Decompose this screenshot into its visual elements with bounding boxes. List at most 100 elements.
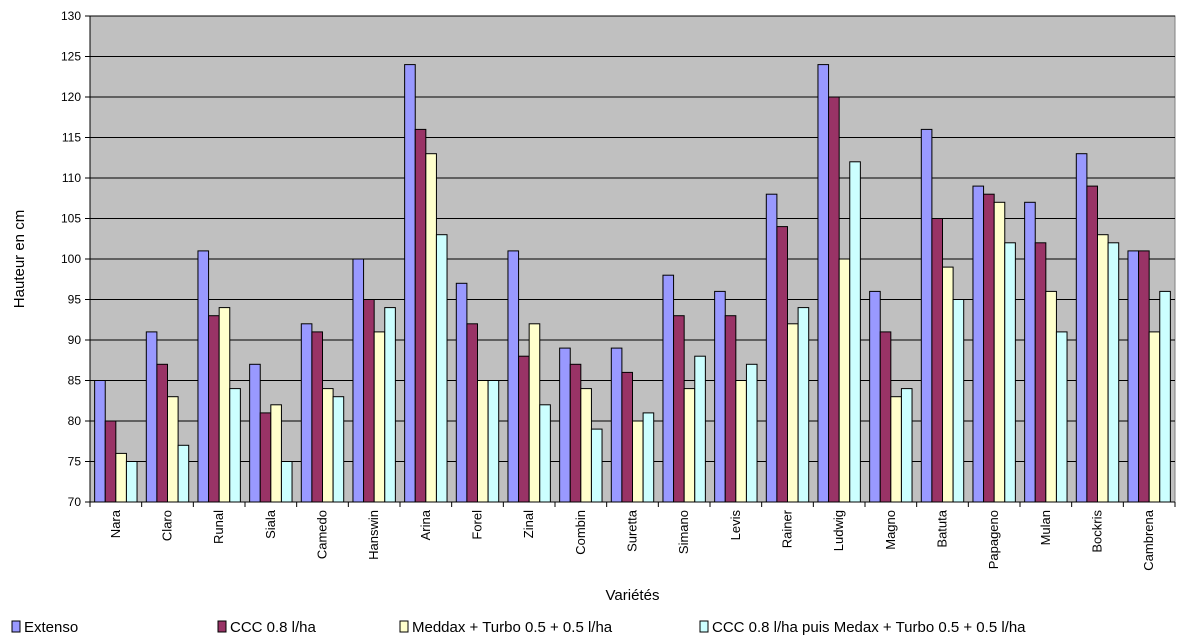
bar (259, 412, 272, 503)
y-tick-label: 85 (68, 374, 82, 388)
bar (662, 274, 675, 503)
bar (724, 315, 737, 503)
bar (270, 404, 282, 503)
bar (373, 331, 386, 503)
bar (528, 323, 541, 503)
bar (115, 452, 127, 503)
legend-swatch (699, 620, 709, 633)
bar (972, 185, 985, 503)
bar (218, 307, 231, 503)
bar (539, 404, 551, 503)
bar (404, 64, 416, 503)
bar (466, 323, 478, 503)
x-tick-label: Levis (728, 510, 743, 541)
bar (900, 388, 913, 503)
bar (879, 331, 892, 503)
bar (435, 234, 448, 503)
x-tick-label: Nara (108, 509, 123, 538)
bar (332, 396, 345, 503)
bar (920, 128, 933, 503)
bar (642, 412, 655, 503)
y-tick-label: 110 (62, 171, 81, 185)
bar (197, 250, 210, 503)
x-tick-label: Papageno (986, 510, 1001, 569)
bar (714, 290, 726, 503)
x-tick-label: Magno (883, 510, 898, 550)
x-tick-label: Hanswin (366, 510, 381, 560)
x-tick-label: Siala (263, 509, 278, 539)
legend-label: CCC 0.8 l/ha (230, 619, 317, 636)
bar (384, 307, 396, 503)
bar (590, 428, 603, 503)
y-tick-label: 90 (68, 333, 82, 347)
x-tick-label: Claro (160, 510, 175, 541)
bar (621, 371, 634, 503)
x-tick-label: Suretta (625, 509, 640, 552)
bar (1127, 250, 1140, 503)
bar (229, 388, 241, 503)
y-tick-label: 95 (68, 293, 82, 307)
bar (828, 96, 840, 503)
bar (249, 363, 261, 503)
bar (817, 64, 830, 503)
x-tick-label: Forel (470, 510, 485, 540)
x-tick-label: Bockris (1090, 510, 1105, 553)
bar (1097, 234, 1109, 503)
bar (1004, 242, 1016, 503)
plot-area (89, 15, 1176, 503)
legend-swatch (399, 620, 409, 633)
legend-label: Extenso (24, 619, 78, 636)
bar (1138, 250, 1150, 503)
y-tick-label: 125 (61, 50, 81, 64)
bar (1148, 331, 1161, 503)
bar (776, 226, 789, 503)
x-tick-label: Runal (211, 510, 226, 544)
x-tick-label: Arina (418, 509, 433, 540)
bar (1159, 290, 1171, 503)
bar (477, 380, 489, 503)
bar (942, 266, 954, 503)
x-tick-label: Rainer (780, 509, 795, 548)
bar (735, 380, 747, 503)
bar (507, 250, 520, 503)
axes: 70 75 80 85 90 95 100 105 110 115 120 125 130 Nara Cla… (61, 9, 1176, 571)
bar (931, 218, 944, 503)
bar (683, 388, 696, 503)
bar (455, 282, 468, 503)
bar (559, 347, 571, 503)
bar (145, 331, 158, 503)
bar (952, 299, 965, 503)
bar (1075, 153, 1088, 503)
bar (518, 355, 530, 503)
bar (104, 420, 117, 503)
bar (632, 420, 644, 503)
bar (1045, 290, 1057, 503)
x-axis-title: Variétés (606, 587, 660, 604)
bar (849, 161, 861, 503)
bar (673, 315, 685, 503)
bar (838, 258, 851, 503)
bar (745, 363, 758, 503)
y-tick-label: 80 (68, 414, 82, 428)
bar (125, 461, 138, 503)
y-axis-title: Hauteur en cm (11, 210, 28, 308)
bar (983, 193, 995, 503)
bar (1086, 185, 1099, 503)
x-tick-label: Simano (676, 510, 691, 554)
y-tick-label: 70 (68, 495, 82, 509)
bar (1034, 242, 1047, 503)
bar (890, 396, 902, 503)
bar (300, 323, 313, 503)
bar (425, 153, 437, 503)
bar (765, 193, 778, 503)
bar (1055, 331, 1068, 503)
bar (580, 388, 592, 503)
bar (993, 201, 1006, 503)
legend-swatch (217, 620, 227, 633)
legend-swatch (11, 620, 21, 633)
bar (1024, 201, 1036, 503)
bar (311, 331, 323, 503)
x-tick-label: Zinal (521, 510, 536, 538)
bar (322, 388, 334, 503)
